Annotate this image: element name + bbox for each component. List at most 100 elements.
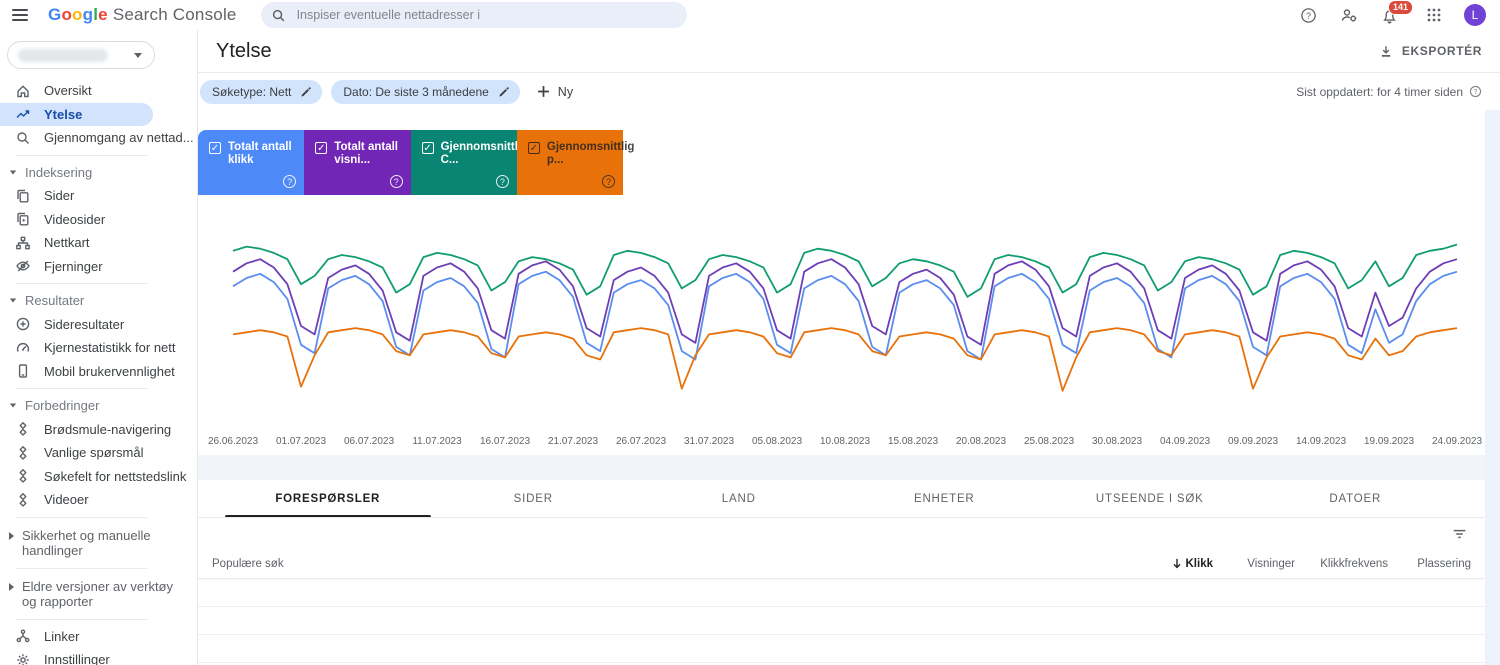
metric-help-icon[interactable]: ? (283, 175, 297, 188)
metric-help-icon[interactable]: ? (389, 175, 403, 188)
tab-forespørsler[interactable]: FORESPØRSLER (225, 480, 431, 517)
manage-users-icon[interactable] (1340, 7, 1358, 23)
x-axis-tick-label: 05.08.2023 (751, 436, 803, 447)
tab-land[interactable]: LAND (721, 492, 756, 505)
hamburger-menu-button[interactable] (12, 5, 32, 25)
x-axis-tick-label: 16.07.2023 (479, 436, 531, 447)
sidebar-section-resultater[interactable]: Resultater (0, 289, 197, 313)
table-row[interactable] (198, 635, 1485, 663)
sidebar-item-linker[interactable]: Linker (0, 625, 153, 649)
metric-checkbox[interactable]: ✓ (209, 142, 221, 154)
sidebar-item-sideresultater[interactable]: Sideresultater (0, 313, 153, 337)
filter-chip-dato-de-siste-3-månedene[interactable]: Dato: De siste 3 månedene (331, 79, 520, 104)
export-button[interactable]: EKSPORTÉR (1379, 44, 1482, 59)
metric-card-label: Totalt antall klikk (228, 141, 292, 166)
edit-pencil-icon[interactable] (300, 86, 312, 98)
sidebar-section-label: Indeksering (25, 164, 93, 180)
metric-checkbox[interactable]: ✓ (527, 142, 540, 154)
tab-datoer[interactable]: DATOER (1329, 492, 1382, 505)
sidebar-item-sider[interactable]: Sider (0, 184, 153, 208)
sidebar-item-label: Søkefelt for nettstedslink (44, 468, 187, 484)
new-filter-button[interactable]: Ny (537, 85, 573, 99)
sidebar-section-eldre-versjoner-av-verktøy-og-rapporter[interactable]: Eldre versjoner av verktøy og rapporter (0, 574, 197, 614)
filter-chip-søketype-nett[interactable]: Søketype: Nett (200, 79, 323, 104)
metric-card-gjennomsnittlig-posisjon[interactable]: ✓ Gjennomsnittlig p...? (516, 130, 634, 195)
search-input[interactable] (294, 7, 683, 23)
url-inspection-searchbox[interactable] (260, 2, 687, 28)
x-axis-tick-label: 01.07.2023 (275, 436, 327, 447)
pages-icon (17, 189, 29, 203)
google-apps-grid-icon[interactable] (1427, 8, 1441, 22)
table-header-label: Klikk (1185, 557, 1214, 570)
circle-plus-icon (16, 317, 30, 331)
avatar[interactable]: L (1464, 4, 1486, 26)
table-header-klikkfrekvens[interactable]: Klikkfrekvens (1320, 557, 1388, 570)
series-gjennomsnittlig-ctr (232, 243, 1458, 298)
table-row[interactable] (198, 607, 1485, 635)
scrollbar-gutter[interactable] (1485, 110, 1500, 665)
sidebar-section-indeksering[interactable]: Indeksering (0, 161, 197, 185)
sidebar-item-label: Sideresultater (44, 316, 125, 332)
table-header-row: Populære søk Klikk Visninger Klikkfrekvens P… (198, 549, 1485, 579)
performance-line-chart[interactable] (198, 195, 1485, 430)
metric-checkbox[interactable]: ✓ (315, 142, 328, 154)
sidebar-item-label: Videosider (44, 211, 106, 227)
table-header-visninger[interactable]: Visninger (1247, 557, 1295, 570)
home-icon (17, 85, 29, 97)
header-divider (198, 72, 1500, 73)
table-header-klikk[interactable]: Klikk (1123, 558, 1213, 570)
filter-chips: Søketype: Nett Dato: De siste 3 månedene (200, 79, 529, 104)
sidebar-item-ytelse[interactable]: Ytelse (0, 102, 153, 126)
sidebar-item-mobil-brukervennlighet[interactable]: Mobil brukervennlighet (0, 360, 175, 384)
sidebar-item-videosider[interactable]: Videosider (0, 208, 153, 232)
google-search-console-logo[interactable]: Google Search Console (48, 5, 237, 25)
sidebar-item-label: Videoer (44, 492, 89, 508)
sidebar-item-kjernestatistikk-for-nett[interactable]: Kjernestatistikk for nett (0, 336, 176, 360)
sidebar-item-oversikt[interactable]: Oversikt (0, 79, 153, 103)
links-icon (16, 629, 30, 643)
table-header-queries[interactable]: Populære søk (212, 557, 284, 570)
page-title: Ytelse (216, 39, 272, 62)
filter-list-icon[interactable] (1452, 527, 1467, 541)
sidebar-section-sikkerhet-og-manuelle-handlinger[interactable]: Sikkerhet og manuelle handlinger (0, 523, 197, 563)
tab-sider[interactable]: SIDER (513, 492, 553, 505)
sidebar-item-label: Mobil brukervennlighet (44, 363, 175, 379)
export-button-label: EKSPORTÉR (1401, 44, 1482, 58)
metric-help-icon[interactable]: ? (495, 175, 509, 188)
table-row[interactable] (198, 579, 1485, 607)
metric-checkbox[interactable]: ✓ (421, 142, 434, 154)
sidebar-item-fjerninger[interactable]: Fjerninger (0, 255, 153, 279)
sidebar-section-forbedringer[interactable]: Forbedringer (0, 394, 197, 418)
metric-card-totalt-antall-klikk[interactable]: ✓ Totalt antall klikk? (198, 130, 305, 195)
chevron-down-icon (9, 298, 17, 303)
series-gjennomsnittlig-posisjon (232, 327, 1458, 392)
help-icon[interactable]: ? (1300, 7, 1317, 24)
property-selector-dropdown[interactable] (7, 41, 155, 69)
sidebar-item-innstillinger[interactable]: Innstillinger (0, 648, 153, 665)
x-axis-tick-label: 21.07.2023 (547, 436, 599, 447)
notifications-bell-icon[interactable]: 141 (1381, 0, 1414, 24)
chevron-right-icon (9, 531, 14, 540)
metric-card-gjennomsnittlig-ctr[interactable]: ✓ Gjennomsnittlig C...? (410, 130, 528, 195)
sidebar-item-søkefelt-for-nettstedslink[interactable]: Søkefelt for nettstedslink (0, 465, 186, 489)
metric-card-label: Gjennomsnittlig C... (440, 141, 529, 166)
gear-icon (17, 654, 29, 665)
rich-results-icon (19, 422, 27, 436)
x-axis-tick-label: 15.08.2023 (887, 436, 939, 447)
sidebar-item-nettkart[interactable]: Nettkart (0, 231, 153, 255)
tab-enheter[interactable]: ENHETER (913, 492, 975, 505)
search-icon (17, 132, 29, 144)
sidebar-item-brødsmule-navigering[interactable]: Brødsmule-navigering (0, 418, 171, 442)
metric-card-totalt-antall-visninger[interactable]: ✓ Totalt antall visni...? (304, 130, 411, 195)
notification-badge: 141 (1388, 0, 1414, 15)
sidebar-divider (16, 154, 147, 156)
sidebar-item-videoer[interactable]: Videoer (0, 488, 153, 512)
rich-results-icon (19, 469, 27, 483)
x-axis-tick-label: 30.08.2023 (1091, 436, 1143, 447)
sidebar-item-gjennomgang-av-nettad[interactable]: Gjennomgang av nettad... (0, 126, 194, 150)
sidebar-item-vanlige-spørsmål[interactable]: Vanlige spørsmål (0, 441, 153, 465)
tab-utseende-i-søk[interactable]: UTSEENDE I SØK (1095, 492, 1204, 505)
table-header-plassering[interactable]: Plassering (1417, 557, 1471, 570)
metric-help-icon[interactable]: ? (602, 175, 616, 188)
edit-pencil-icon[interactable] (498, 86, 510, 98)
